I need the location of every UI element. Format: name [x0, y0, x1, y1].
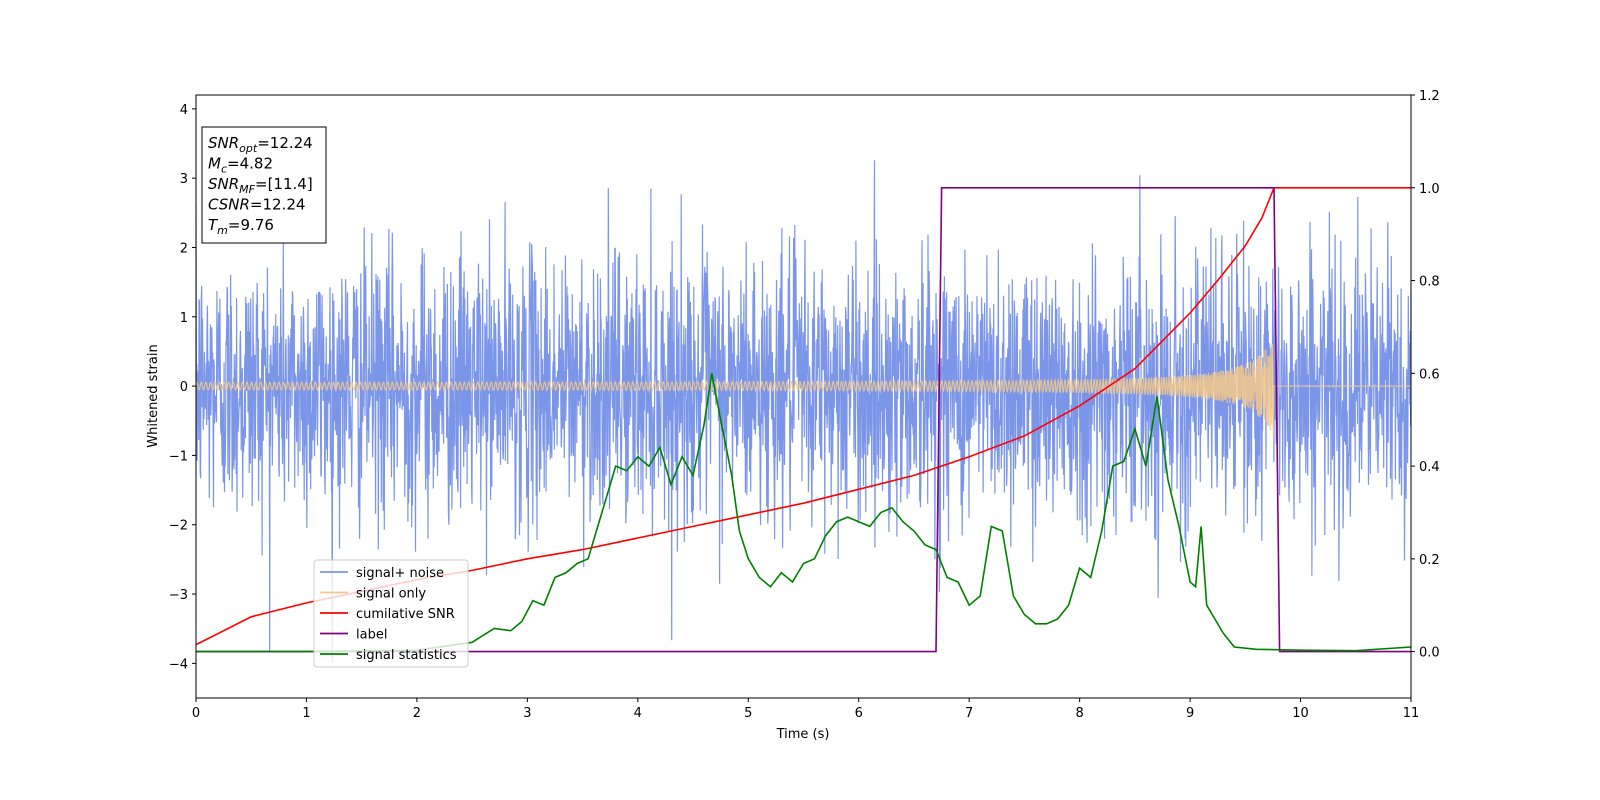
info-symbol: M: [208, 155, 221, 173]
y2-tick-label: 1.2: [1419, 89, 1440, 104]
info-annotation-box: SNRopt=12.24Mc=4.82SNRMF=[11.4]CSNR=12.2…: [201, 126, 327, 244]
info-subscript: c: [221, 163, 227, 176]
y2-tick-label: 0.4: [1419, 460, 1440, 475]
info-symbol: T: [208, 216, 219, 234]
series-signal-statistics-line: [196, 373, 1411, 653]
info-value: =12.24: [250, 196, 306, 214]
x-tick-label: 3: [523, 706, 531, 721]
y-tick-label: −1: [169, 449, 188, 464]
x-tick-label: 6: [855, 706, 863, 721]
x-tick-label: 10: [1292, 706, 1309, 721]
legend-entry: cumilative SNR: [356, 607, 455, 622]
series-signal-noise-line: [196, 160, 1411, 663]
info-subscript: m: [217, 224, 228, 237]
info-line: Mc=4.82: [208, 155, 273, 176]
x-tick-label: 8: [1075, 706, 1083, 721]
y-tick-label: −3: [169, 588, 188, 603]
x-tick-label: 5: [744, 706, 752, 721]
y-tick-label: 1: [180, 311, 188, 326]
x-tick-label: 11: [1403, 706, 1420, 721]
y-tick-label: 3: [180, 172, 188, 187]
y-tick-label: 4: [180, 103, 188, 118]
info-line: Tm=9.76: [208, 216, 274, 237]
info-subscript: opt: [239, 142, 258, 155]
x-axis: 0 1 2 3 4 5 6 7 8 9 10 11: [192, 698, 1419, 721]
info-value: =9.76: [228, 216, 274, 234]
y-axis-label: Whitened strain: [146, 344, 161, 447]
y2-tick-label: 0.2: [1419, 553, 1440, 568]
x-tick-label: 2: [413, 706, 421, 721]
series-signal-only-line: [196, 344, 1411, 436]
info-line: SNRMF=[11.4]: [208, 175, 313, 196]
info-line: CSNR=12.24: [208, 196, 305, 214]
info-subscript: MF: [239, 183, 255, 196]
series-label-line: [196, 187, 1411, 653]
info-line: SNRopt=12.24: [208, 134, 313, 155]
y-tick-label: 0: [180, 380, 188, 395]
x-tick-label: 1: [302, 706, 310, 721]
y2-tick-label: 0.0: [1419, 646, 1440, 661]
legend: signal+ noise signal only cumilative SNR la…: [313, 559, 469, 668]
y-tick-label: −2: [169, 519, 188, 534]
x-tick-label: 4: [634, 706, 642, 721]
x-tick-label: 9: [1186, 706, 1194, 721]
y2-tick-label: 1.0: [1419, 182, 1440, 197]
y-axis-right: 0.0 0.2 0.4 0.6 0.8 1.0 1.2: [1411, 89, 1440, 661]
x-axis-label: Time (s): [776, 727, 830, 742]
legend-entry: signal statistics: [356, 648, 457, 663]
legend-entry: label: [356, 628, 387, 643]
info-symbol: CSNR: [208, 196, 250, 214]
info-value: =4.82: [227, 155, 273, 173]
legend-entry: signal+ noise: [356, 566, 444, 581]
plot-frame: [195, 94, 1412, 699]
y2-tick-label: 0.6: [1419, 367, 1440, 382]
legend-entry: signal only: [356, 587, 426, 602]
y-tick-label: 2: [180, 241, 188, 256]
x-tick-label: 7: [965, 706, 973, 721]
y2-tick-label: 0.8: [1419, 275, 1440, 290]
info-symbol: SNR: [208, 134, 239, 152]
y-axis-left: −4 −3 −2 −1 0 1 2 3 4: [169, 103, 196, 672]
y-tick-label: −4: [169, 657, 188, 672]
info-value: =[11.4]: [255, 175, 313, 193]
info-symbol: SNR: [208, 175, 239, 193]
x-tick-label: 0: [192, 706, 200, 721]
info-value: =12.24: [257, 134, 313, 152]
info-box-frame: [201, 126, 327, 244]
legend-frame: [313, 559, 469, 668]
